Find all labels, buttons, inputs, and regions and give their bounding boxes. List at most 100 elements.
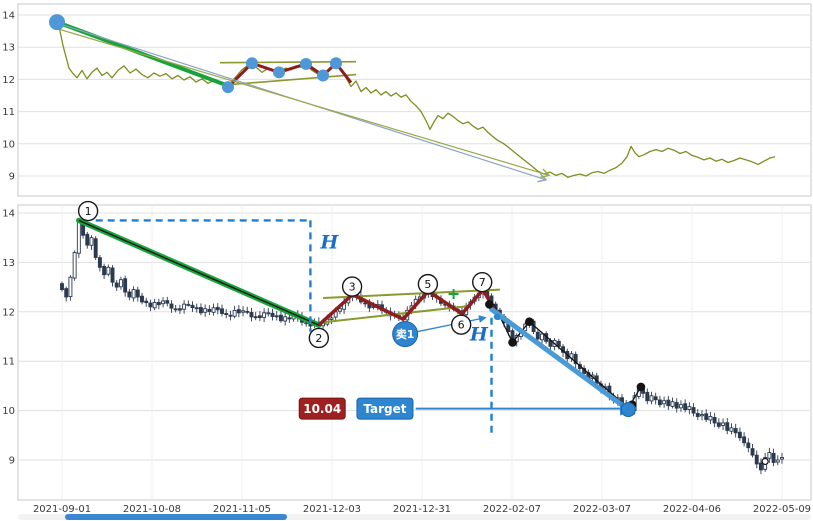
candle-body xyxy=(89,237,94,246)
pivot-number-circle[interactable] xyxy=(341,276,363,297)
plus-marker xyxy=(448,289,459,300)
candle-body xyxy=(257,315,262,319)
overview-pivot-dot[interactable] xyxy=(300,57,312,70)
candle-body xyxy=(540,333,544,341)
candle-body xyxy=(93,238,98,258)
candle-body xyxy=(165,300,170,304)
candle-body xyxy=(662,400,667,405)
candle-body xyxy=(232,309,237,317)
x-axis-label: 2021-12-31 xyxy=(393,504,451,515)
candle-body xyxy=(535,331,540,340)
candle-body xyxy=(771,452,776,463)
overview-pivot-dot[interactable] xyxy=(246,57,258,70)
candle-body xyxy=(215,306,220,311)
black-pivot-dot[interactable] xyxy=(636,382,646,392)
candle-body xyxy=(144,300,149,304)
height-label-2: H xyxy=(469,323,489,345)
pivot-number-circle[interactable] xyxy=(308,327,330,349)
projection-line-blue[interactable] xyxy=(489,306,631,413)
x-axis-label: 2022-04-06 xyxy=(663,504,721,515)
candle-body xyxy=(72,252,77,279)
candle-body xyxy=(283,316,288,322)
y-axis-label: 11 xyxy=(2,107,15,118)
candle-body xyxy=(68,276,73,298)
candle-body xyxy=(270,312,275,317)
candle-body xyxy=(266,312,271,315)
candle-body xyxy=(750,448,755,456)
candle-body xyxy=(106,266,111,275)
candle-body xyxy=(249,312,254,318)
projection-end-dot[interactable] xyxy=(620,402,636,418)
candle-body xyxy=(758,462,763,471)
candle-body xyxy=(220,308,224,314)
candle-body xyxy=(169,303,174,309)
candle-body xyxy=(85,233,90,246)
candle-body xyxy=(687,406,692,410)
candle-body xyxy=(224,313,229,315)
y-axis-label: 9 xyxy=(9,172,15,183)
overview-projection-arrow[interactable] xyxy=(59,28,551,179)
candle-body xyxy=(182,303,187,310)
black-pivot-dot[interactable] xyxy=(525,317,534,326)
y-axis-label: 13 xyxy=(2,43,15,54)
y-axis-label: 13 xyxy=(2,258,15,269)
candle-body xyxy=(729,427,734,432)
candle-body xyxy=(716,422,721,427)
height-label-1: H xyxy=(319,232,339,254)
candle-body xyxy=(203,308,208,313)
candle-body xyxy=(262,312,267,318)
x-axis-label: 2021-10-08 xyxy=(123,504,181,515)
pivot-number-circle[interactable] xyxy=(472,271,493,293)
candle-body xyxy=(737,431,742,439)
candle-body xyxy=(678,404,683,409)
candle-body xyxy=(274,315,279,318)
y-axis-label: 10 xyxy=(2,139,15,150)
black-pivot-dot[interactable] xyxy=(508,338,517,347)
candle-body xyxy=(573,353,578,365)
blue-small-dot xyxy=(493,313,501,320)
sell-badge[interactable] xyxy=(392,321,419,348)
candle-body xyxy=(173,308,178,311)
candle-body xyxy=(127,291,132,298)
pivot-number-circle[interactable] xyxy=(417,273,439,295)
candle-body xyxy=(708,416,713,421)
candle-body xyxy=(649,395,654,402)
candle-body xyxy=(754,454,759,465)
candle-body xyxy=(198,307,203,314)
overview-pivot-dot[interactable] xyxy=(317,69,329,82)
candle-body xyxy=(114,282,119,288)
scrollbar-thumb[interactable] xyxy=(65,514,287,520)
candle-body xyxy=(742,436,747,444)
candle-body xyxy=(156,301,161,306)
x-axis-label: 2021-11-05 xyxy=(213,504,271,515)
overview-pivot-dot[interactable] xyxy=(49,14,65,31)
pivot-number-circle[interactable] xyxy=(450,314,472,335)
candle-body xyxy=(152,302,157,309)
pivot-number: 3 xyxy=(349,281,356,294)
candle-body xyxy=(725,422,730,431)
candle-body xyxy=(674,402,679,409)
candle-body xyxy=(278,314,283,322)
candle-body xyxy=(691,407,696,414)
overview-pivot-dot[interactable] xyxy=(330,57,342,70)
overview-pivot-dot[interactable] xyxy=(273,66,285,79)
candle-body xyxy=(653,396,658,401)
y-axis-label: 12 xyxy=(2,75,15,86)
overview-panel-frame xyxy=(17,3,812,197)
price-badge[interactable] xyxy=(298,397,346,420)
x-axis-label: 2022-02-07 xyxy=(483,504,541,515)
candle-body xyxy=(207,308,212,312)
candle-body xyxy=(123,278,128,293)
y-axis-label: 9 xyxy=(9,456,15,467)
candle-body xyxy=(780,457,784,460)
candle-body xyxy=(700,414,704,417)
candle-body xyxy=(190,304,195,309)
target-badge[interactable] xyxy=(356,397,414,420)
overview-pivot-dot[interactable] xyxy=(222,81,234,94)
candle-body xyxy=(110,267,115,283)
black-pivot-dot[interactable] xyxy=(485,300,494,309)
pivot-number-circle[interactable] xyxy=(77,200,99,222)
candle-body xyxy=(161,300,166,305)
y-axis-label: 14 xyxy=(2,209,15,220)
